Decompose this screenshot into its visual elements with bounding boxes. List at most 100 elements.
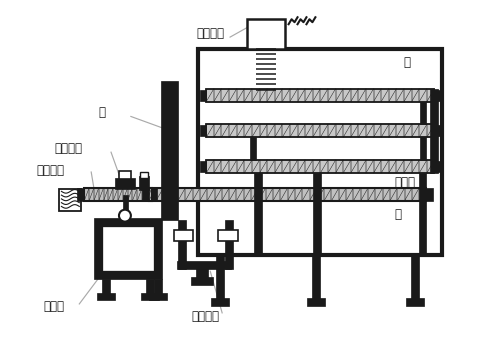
Bar: [229, 124, 237, 137]
Bar: [343, 89, 351, 102]
Bar: [137, 188, 142, 201]
Bar: [60, 189, 81, 211]
Bar: [320, 124, 328, 137]
Bar: [312, 255, 320, 303]
Bar: [260, 89, 267, 102]
Bar: [132, 188, 137, 201]
Bar: [273, 188, 280, 201]
Bar: [192, 188, 200, 201]
Bar: [360, 188, 368, 201]
Bar: [366, 160, 373, 173]
Bar: [373, 89, 381, 102]
Bar: [317, 188, 324, 201]
Bar: [206, 160, 434, 173]
Bar: [115, 178, 135, 189]
Bar: [119, 171, 131, 179]
Bar: [237, 89, 244, 102]
Bar: [381, 160, 389, 173]
Bar: [359, 89, 366, 102]
Bar: [244, 124, 252, 137]
Bar: [178, 188, 185, 201]
Bar: [154, 279, 162, 297]
Bar: [404, 89, 412, 102]
Bar: [427, 160, 434, 173]
Bar: [94, 188, 99, 201]
Text: ブリッジ: ブリッジ: [192, 310, 219, 323]
Bar: [207, 188, 215, 201]
Bar: [427, 89, 434, 102]
Bar: [298, 89, 305, 102]
Bar: [295, 188, 302, 201]
Bar: [419, 160, 427, 173]
Bar: [229, 160, 237, 173]
Bar: [149, 188, 156, 201]
Bar: [244, 160, 252, 173]
Bar: [313, 160, 320, 173]
Bar: [320, 160, 328, 173]
Bar: [139, 176, 149, 190]
Bar: [118, 188, 123, 201]
Bar: [351, 124, 359, 137]
Bar: [108, 188, 113, 201]
Bar: [140, 172, 148, 178]
Text: 扇: 扇: [98, 106, 105, 119]
Bar: [206, 160, 214, 173]
Bar: [389, 89, 396, 102]
Bar: [216, 255, 224, 303]
Bar: [383, 188, 390, 201]
Bar: [305, 160, 313, 173]
Bar: [434, 161, 440, 172]
Bar: [305, 89, 313, 102]
Bar: [275, 160, 282, 173]
Text: スライダ: スライダ: [55, 142, 83, 155]
Bar: [221, 160, 229, 173]
Bar: [252, 124, 260, 137]
Bar: [103, 227, 153, 270]
Bar: [102, 279, 110, 297]
Bar: [412, 89, 419, 102]
Bar: [336, 89, 343, 102]
Bar: [434, 125, 440, 136]
Bar: [266, 188, 273, 201]
Bar: [260, 160, 267, 173]
Bar: [211, 298, 229, 306]
Bar: [406, 298, 423, 306]
Bar: [328, 89, 336, 102]
Bar: [308, 298, 325, 306]
Bar: [290, 160, 298, 173]
Bar: [104, 188, 108, 201]
Bar: [381, 89, 389, 102]
Bar: [244, 89, 252, 102]
Bar: [99, 188, 104, 201]
Bar: [288, 188, 295, 201]
Bar: [328, 160, 336, 173]
Bar: [225, 220, 233, 269]
Bar: [431, 89, 438, 173]
Text: シリンダ: シリンダ: [196, 27, 224, 40]
Bar: [89, 188, 94, 201]
Bar: [412, 188, 419, 201]
Bar: [419, 124, 427, 137]
Bar: [427, 188, 433, 201]
Bar: [258, 188, 266, 201]
Bar: [427, 124, 434, 137]
Bar: [305, 124, 313, 137]
Bar: [332, 188, 339, 201]
Bar: [282, 160, 290, 173]
Circle shape: [119, 210, 131, 222]
Bar: [142, 188, 147, 201]
Bar: [185, 188, 192, 201]
Bar: [251, 188, 258, 201]
Bar: [141, 293, 159, 300]
Bar: [267, 160, 275, 173]
Bar: [389, 160, 396, 173]
Bar: [214, 89, 221, 102]
Bar: [320, 89, 328, 102]
Bar: [389, 124, 396, 137]
Bar: [396, 160, 404, 173]
Text: 炉: 炉: [404, 57, 411, 69]
Bar: [282, 89, 290, 102]
Bar: [142, 188, 149, 201]
Bar: [229, 188, 237, 201]
Bar: [149, 293, 167, 300]
